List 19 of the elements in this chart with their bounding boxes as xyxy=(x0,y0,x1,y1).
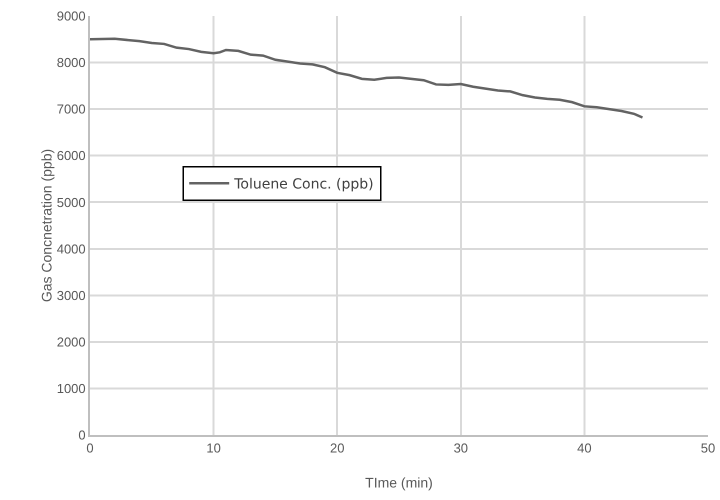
x-tick-label: 50 xyxy=(700,440,716,456)
y-tick-label: 7000 xyxy=(56,102,86,117)
x-tick-label: 40 xyxy=(577,440,592,456)
line-series xyxy=(90,38,644,119)
legend-label: Toluene Conc. (ppb) xyxy=(233,176,374,193)
x-tick-label: 20 xyxy=(330,440,344,456)
y-axis-title: Gas Concnetration (ppb) xyxy=(38,148,54,302)
y-tick-label: 6000 xyxy=(56,148,86,164)
y-tick-label: 0 xyxy=(78,428,86,443)
y-tick-label: 8000 xyxy=(56,55,86,70)
x-tick-label: 30 xyxy=(454,440,468,456)
y-tick-label: 1000 xyxy=(56,380,86,396)
y-tick-label: 3000 xyxy=(56,288,86,303)
y-tick-label: 4000 xyxy=(56,241,86,256)
y-tick-label: 9000 xyxy=(56,8,86,24)
x-tick-label: 10 xyxy=(206,440,221,456)
y-tick-label: 2000 xyxy=(56,334,86,350)
x-axis-title: TIme (min) xyxy=(365,474,433,490)
y-tick-label: 5000 xyxy=(56,194,86,210)
